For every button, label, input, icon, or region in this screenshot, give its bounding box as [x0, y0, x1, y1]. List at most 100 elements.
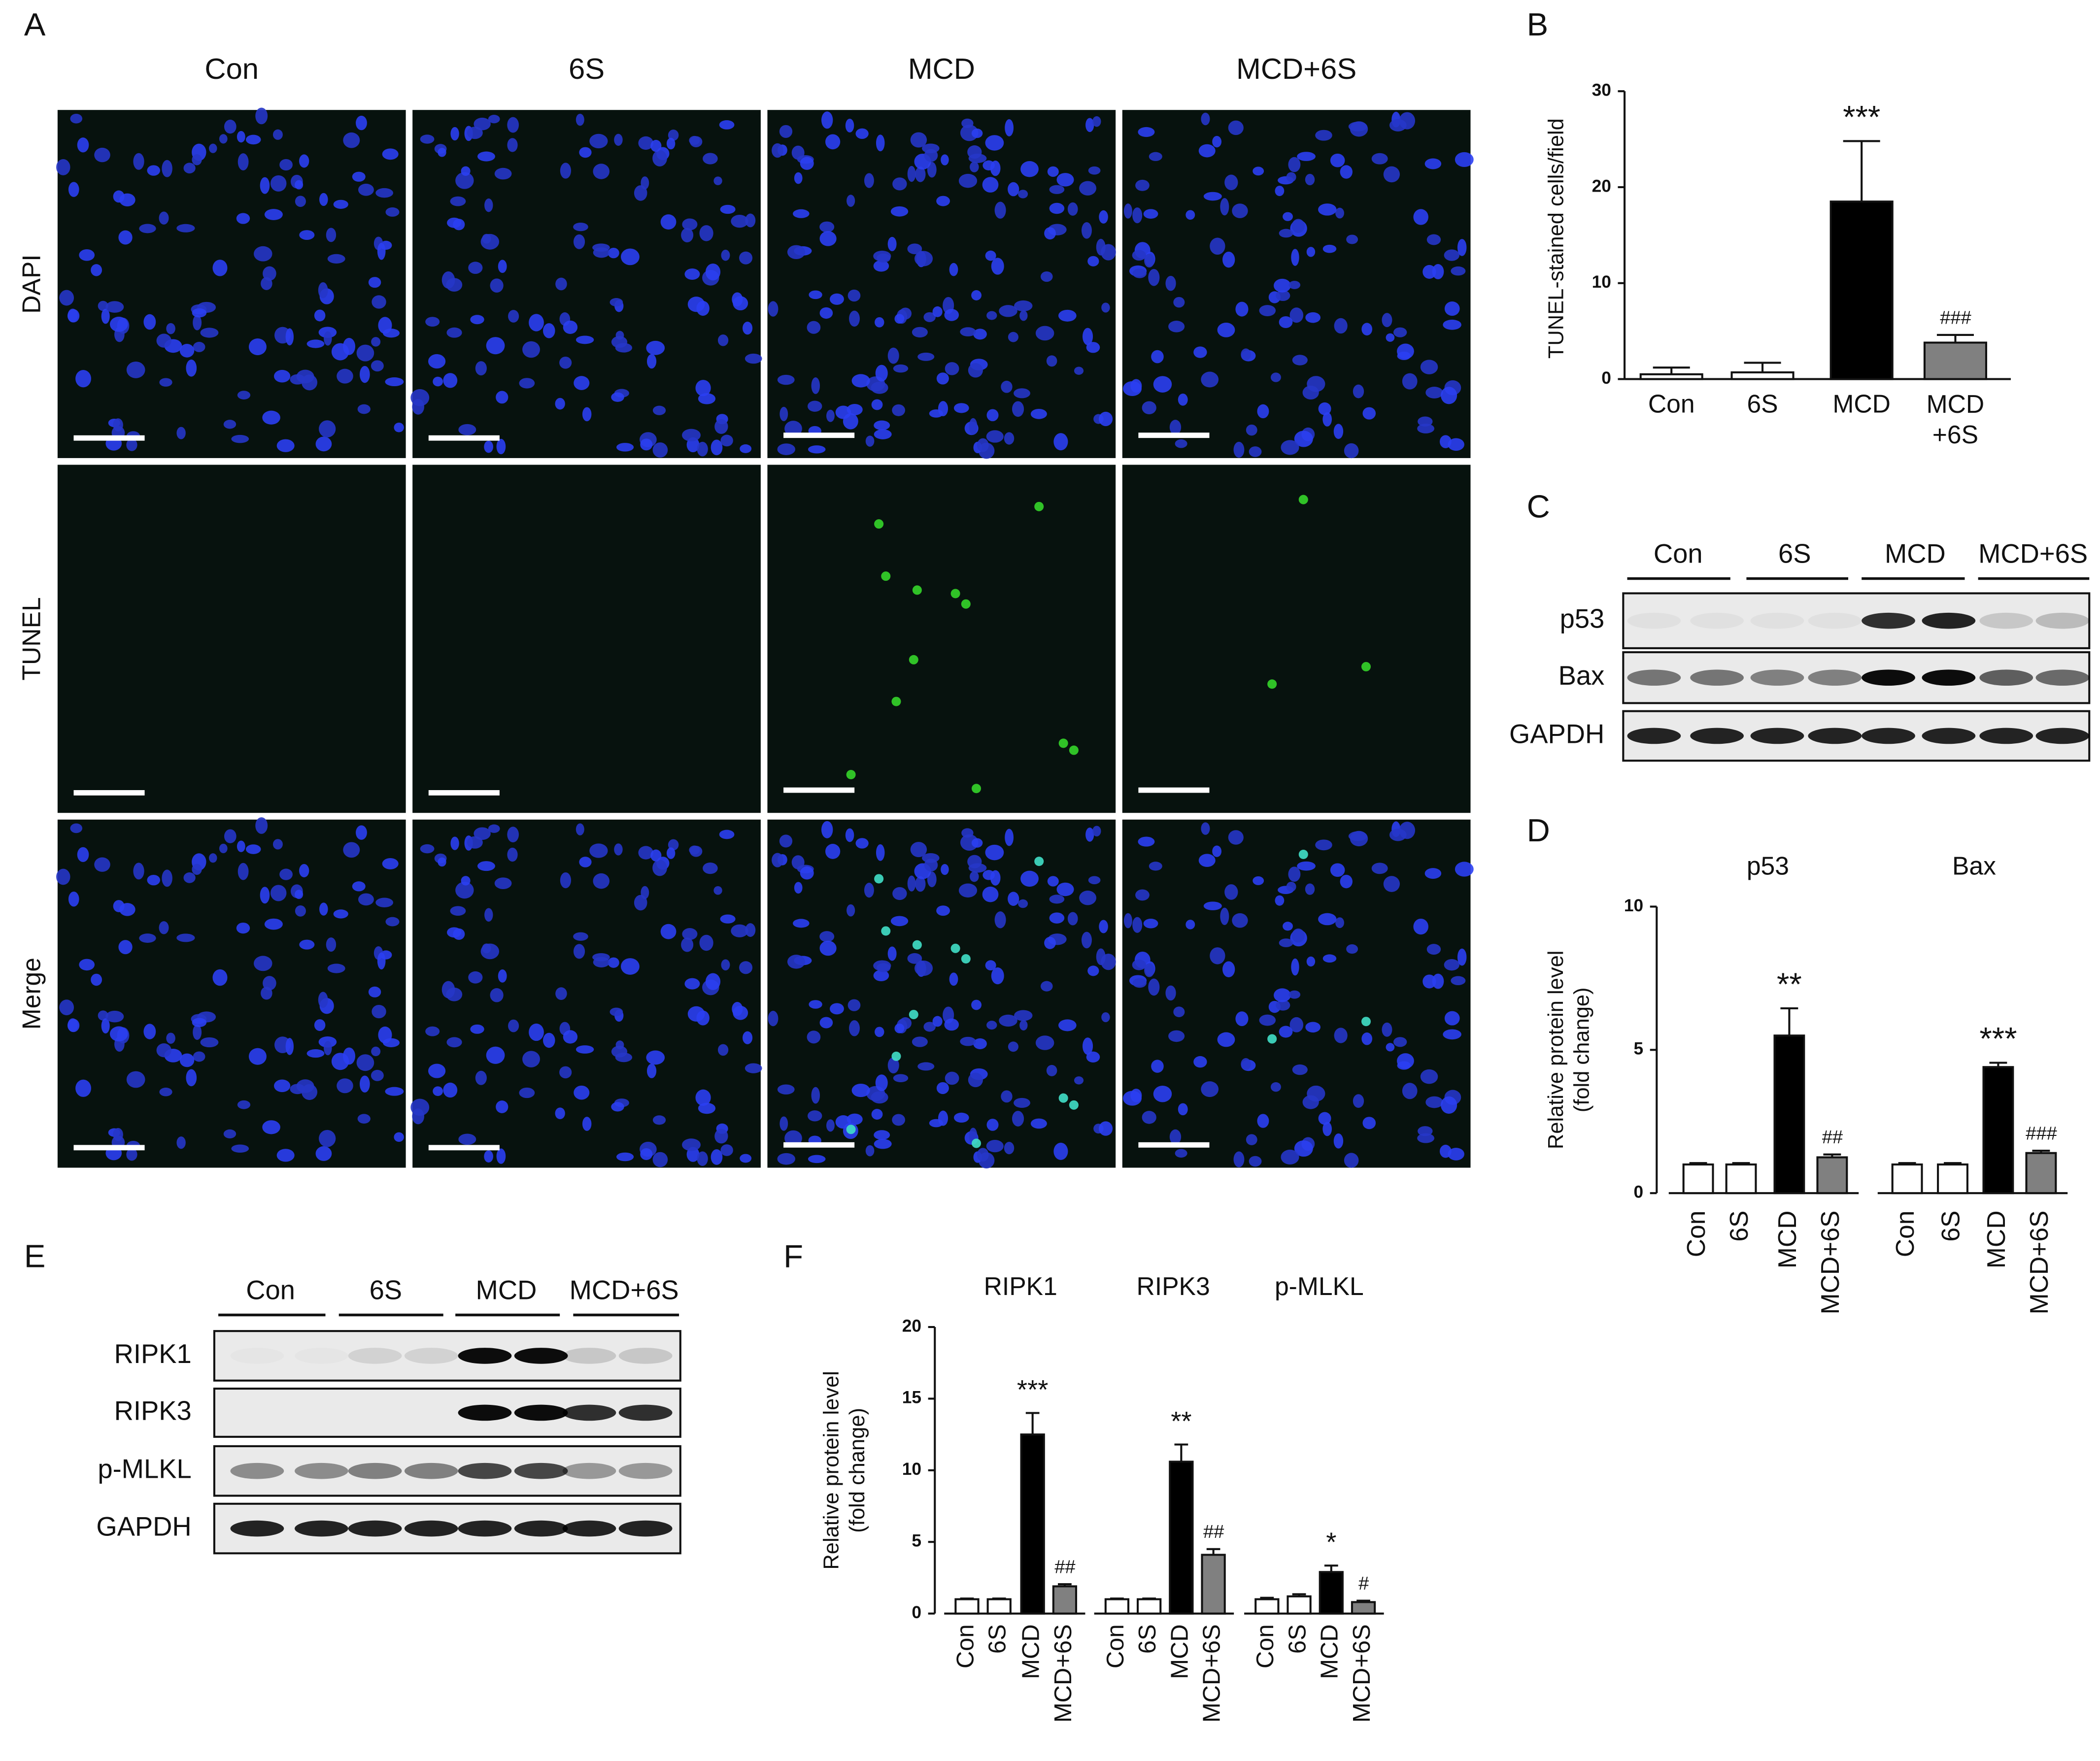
nucleus: [1201, 822, 1210, 835]
nucleus: [892, 887, 907, 900]
nucleus: [1413, 209, 1428, 225]
nucleus: [176, 1136, 186, 1149]
nucleus: [999, 305, 1017, 317]
nucleus: [1322, 244, 1337, 253]
nucleus: [162, 869, 172, 887]
nucleus: [991, 967, 1004, 985]
nucleus: [1318, 1112, 1331, 1125]
tunel-spot: [909, 1010, 918, 1020]
nucleus: [425, 1026, 440, 1036]
nucleus: [973, 329, 987, 340]
nucleus: [791, 855, 805, 869]
nucleus: [75, 370, 91, 388]
blot-band: [2035, 612, 2090, 629]
nucleus: [237, 1100, 251, 1109]
blot-band: [1862, 669, 1915, 686]
y-axis-label: TUNEL-stained cells/field: [1545, 118, 1568, 359]
nucleus: [559, 356, 572, 369]
blot-band: [294, 1462, 348, 1479]
nucleus: [1203, 901, 1222, 910]
nucleus: [1004, 1141, 1015, 1155]
nucleus: [1224, 884, 1238, 900]
nucleus: [1053, 1142, 1068, 1160]
nucleus: [652, 1115, 666, 1125]
nucleus: [119, 903, 135, 916]
nucleus: [1399, 822, 1416, 839]
y-tick-label: 0: [912, 1603, 921, 1622]
significance-label: ##: [1203, 1522, 1224, 1542]
nucleus: [1083, 1037, 1093, 1055]
nucleus: [1288, 866, 1301, 882]
blot-band: [1862, 728, 1915, 744]
blot-band: [294, 1520, 348, 1537]
nucleus: [274, 369, 291, 383]
nucleus: [740, 1154, 752, 1163]
nucleus: [1335, 917, 1344, 929]
bar: [1319, 1571, 1344, 1615]
nucleus: [731, 924, 748, 937]
nucleus: [807, 321, 821, 334]
nucleus: [372, 1005, 386, 1019]
nucleus: [1291, 249, 1299, 266]
nucleus: [450, 836, 459, 850]
blot-band: [1627, 669, 1681, 686]
nucleus: [819, 231, 837, 246]
nucleus: [385, 1087, 404, 1096]
blot-band: [562, 1348, 616, 1364]
nucleus: [1432, 973, 1444, 989]
nucleus: [1165, 276, 1176, 291]
nucleus: [1049, 185, 1065, 194]
nucleus: [410, 1098, 430, 1116]
blot-band: [458, 1404, 512, 1421]
nucleus: [582, 1117, 592, 1131]
nucleus: [438, 857, 446, 867]
micrograph-background: [57, 465, 406, 813]
nucleus: [1201, 112, 1210, 126]
nucleus: [159, 378, 172, 387]
blot-band: [2035, 728, 2090, 744]
nucleus: [183, 872, 196, 883]
nucleus: [446, 1037, 462, 1048]
nucleus: [1348, 831, 1367, 841]
nucleus: [1249, 1156, 1262, 1167]
nucleus: [1046, 1064, 1057, 1076]
nucleus: [443, 1082, 458, 1098]
nucleus: [1348, 122, 1367, 132]
nucleus: [907, 875, 916, 892]
nucleus: [1008, 332, 1018, 342]
blot-band: [404, 1520, 458, 1537]
nucleus: [610, 1007, 623, 1016]
nucleus: [254, 246, 272, 262]
nucleus: [1305, 312, 1321, 323]
nucleus: [508, 310, 519, 323]
nucleus: [865, 435, 875, 447]
nucleus: [1346, 234, 1358, 244]
nucleus: [713, 886, 722, 895]
nucleus: [237, 391, 251, 399]
nucleus: [699, 225, 713, 241]
nucleus: [428, 1063, 446, 1078]
nucleus: [1210, 237, 1225, 255]
blot-band: [618, 1520, 673, 1537]
nucleus: [279, 868, 293, 880]
nucleus: [254, 956, 272, 971]
nucleus: [475, 361, 487, 376]
nucleus: [410, 389, 430, 406]
nucleus: [1353, 1094, 1364, 1108]
nucleus: [1353, 384, 1364, 399]
nucleus: [971, 290, 982, 300]
nucleus: [1079, 181, 1097, 196]
nucleus: [968, 363, 983, 378]
nucleus: [990, 161, 1001, 176]
nucleus: [855, 128, 869, 139]
nucleus: [1289, 307, 1304, 323]
nucleus: [453, 928, 465, 940]
micrograph: [56, 107, 406, 458]
nucleus: [1019, 1020, 1028, 1030]
nucleus: [1220, 198, 1229, 216]
nucleus: [682, 429, 701, 442]
nucleus: [1088, 876, 1101, 885]
bar: [1287, 1595, 1312, 1615]
nucleus: [949, 263, 958, 276]
nucleus: [915, 876, 926, 892]
